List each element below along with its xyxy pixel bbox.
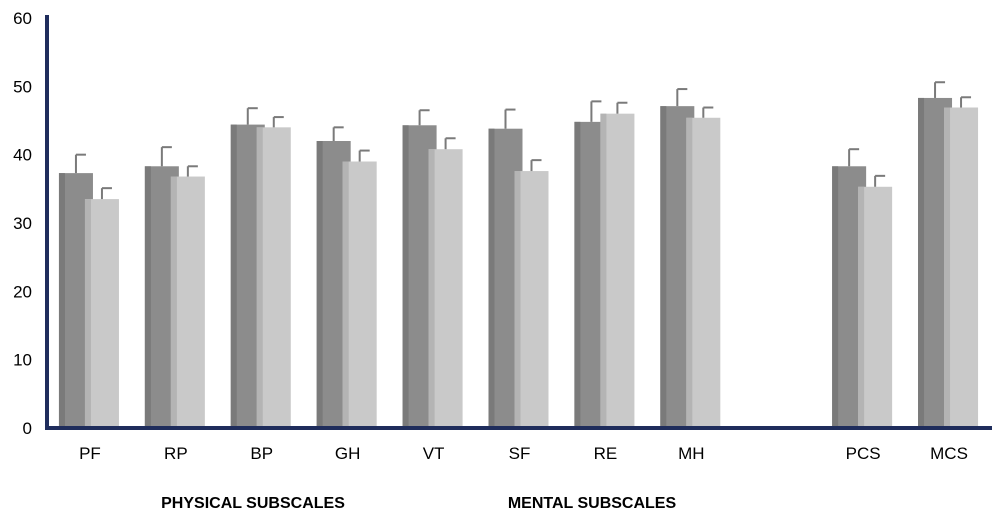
bar-shade <box>600 113 607 429</box>
group-label-physical: PHYSICAL SUBSCALES <box>161 495 345 512</box>
bar-shade <box>660 106 667 429</box>
bar-shade <box>918 97 925 428</box>
bar-shade <box>58 173 65 428</box>
axes-layer <box>45 15 992 430</box>
labels-layer: PF RP BP GH VT SF RE MH PCS MCS 0 10 20 30 40 50 60 <box>13 9 968 463</box>
x-tick-label: RP <box>164 444 188 463</box>
x-tick-label: VT <box>423 444 445 463</box>
y-tick-label: 40 <box>13 146 32 165</box>
bar-shade <box>256 127 263 428</box>
y-tick-label: 30 <box>13 214 32 233</box>
y-tick-label: 10 <box>13 351 32 370</box>
bar-shade <box>230 124 237 428</box>
x-tick-label: PF <box>79 444 101 463</box>
bar-shade <box>514 171 521 429</box>
x-tick-label: MCS <box>930 444 968 463</box>
x-tick-label: SF <box>509 444 531 463</box>
x-tick-label: PCS <box>846 444 881 463</box>
bar-shade <box>488 128 495 428</box>
bar-shade <box>858 186 865 428</box>
bar-shade <box>402 125 409 429</box>
x-tick-label: GH <box>335 444 361 463</box>
bar-shade <box>428 149 435 428</box>
group-label-mental: MENTAL SUBSCALES <box>508 495 677 512</box>
bar-shade <box>574 121 581 428</box>
bar-shade <box>144 166 151 429</box>
bar-shade <box>84 199 91 428</box>
y-tick-label: 50 <box>13 77 32 96</box>
y-tick-label: 60 <box>13 9 32 28</box>
x-tick-label: MH <box>678 444 704 463</box>
bar-shade <box>316 141 323 428</box>
bar-shade <box>170 176 177 428</box>
y-tick-label: 20 <box>13 282 32 301</box>
x-tick-label: RE <box>594 444 618 463</box>
bar-shade <box>832 166 839 429</box>
bar-shade <box>686 117 693 429</box>
y-tick-label: 0 <box>23 419 32 438</box>
bar-shade <box>342 161 349 428</box>
error-bars-layer <box>74 81 972 200</box>
bar-shade <box>944 107 951 429</box>
x-tick-label: BP <box>250 444 273 463</box>
bars-layer <box>58 97 979 429</box>
